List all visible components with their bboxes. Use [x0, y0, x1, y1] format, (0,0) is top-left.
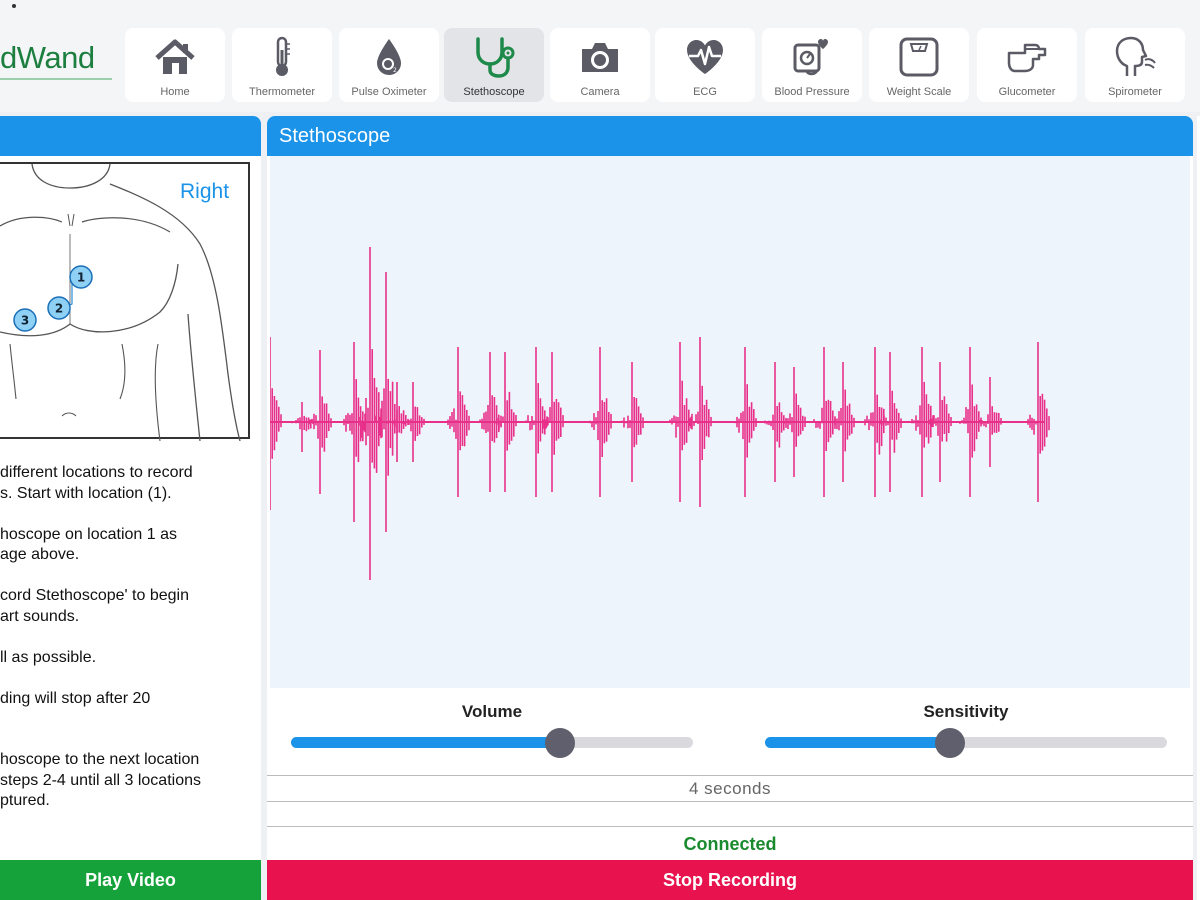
divider	[267, 801, 1193, 802]
instruction-step: ding will stop after 20	[0, 689, 151, 707]
divider	[267, 775, 1193, 776]
volume-slider[interactable]	[291, 728, 693, 758]
nav-label: Home	[160, 86, 190, 98]
nav-label: Camera	[580, 86, 620, 98]
top-navigation-bar: dWand Home Thermometer 2 Pulse Oximeter …	[0, 0, 1200, 112]
location-marker-3: 3	[13, 308, 37, 332]
status-bar-dot	[12, 4, 16, 8]
scale-icon	[869, 36, 969, 78]
thermometer-icon	[232, 36, 332, 78]
torso-illustration	[0, 163, 241, 442]
instruction-step: ll as possible.	[0, 648, 97, 666]
audio-waveform	[267, 247, 1050, 580]
waveform-display	[267, 156, 1190, 688]
heart-pulse-icon	[655, 36, 755, 78]
location-marker-2: 2	[47, 296, 71, 320]
slider-controls: Volume Sensitivity	[267, 696, 1193, 776]
instruction-step: hoscope to the next location steps 2-4 u…	[0, 751, 201, 809]
sensitivity-label: Sensitivity	[923, 702, 1009, 721]
nav-label: Blood Pressure	[774, 86, 850, 98]
instruction-step: hoscope on location 1 as age above.	[0, 525, 178, 564]
svg-text:2: 2	[393, 67, 397, 74]
nav-blood-pressure[interactable]: Blood Pressure	[762, 28, 862, 102]
nav-label: ECG	[693, 86, 717, 98]
instruction-step: cord Stethoscope' to begin art sounds.	[0, 587, 189, 625]
volume-slider-thumb[interactable]	[545, 728, 576, 758]
instructions-panel: Right 1 2 3 different locations to recor…	[0, 116, 261, 900]
marker-label: 2	[55, 302, 63, 316]
sensitivity-slider[interactable]	[765, 728, 1167, 758]
panel-title: Stethoscope	[267, 116, 1193, 156]
stethoscope-icon	[444, 36, 544, 78]
volume-label: Volume	[461, 702, 523, 721]
divider	[267, 826, 1193, 827]
nav-glucometer[interactable]: Glucometer	[977, 28, 1077, 102]
location-marker-1: 1	[69, 265, 93, 289]
stethoscope-panel: Stethoscope Volume Sensitivity 4 seconds…	[267, 116, 1193, 900]
logo-underline	[0, 78, 112, 80]
recording-duration: 4 seconds	[689, 779, 771, 798]
volume-slider-fill	[291, 737, 561, 748]
instruction-list: different locations to record s. Start w…	[0, 463, 258, 832]
nav-weight-scale[interactable]: Weight Scale	[869, 28, 969, 102]
instruction-step: different locations to record s. Start w…	[0, 464, 193, 502]
oxygen-drop-icon: 2	[339, 36, 439, 78]
connection-status: Connected	[683, 834, 777, 854]
play-video-button[interactable]: Play Video	[0, 860, 261, 900]
nav-label: Stethoscope	[463, 86, 525, 98]
nav-home[interactable]: Home	[125, 28, 225, 102]
marker-label: 1	[77, 271, 85, 285]
instructions-header	[0, 116, 261, 156]
panel-edge	[1197, 116, 1200, 900]
nav-stethoscope[interactable]: Stethoscope	[444, 28, 544, 102]
marker-label: 3	[21, 314, 29, 328]
app-logo: dWand	[0, 40, 95, 75]
sensitivity-slider-thumb[interactable]	[934, 728, 965, 758]
nav-ecg[interactable]: ECG	[655, 28, 755, 102]
nav-pulse-oximeter[interactable]: 2 Pulse Oximeter	[339, 28, 439, 102]
spirometer-icon	[1085, 36, 1185, 78]
side-label: Right	[180, 180, 230, 203]
glucometer-icon	[977, 36, 1077, 78]
blood-pressure-icon	[762, 36, 862, 78]
nav-label: Spirometer	[1108, 86, 1162, 98]
stop-recording-button[interactable]: Stop Recording	[267, 860, 1193, 900]
home-icon	[125, 36, 225, 78]
camera-icon	[550, 36, 650, 78]
chest-diagram: Right 1 2 3	[0, 162, 250, 442]
nav-camera[interactable]: Camera	[550, 28, 650, 102]
nav-label: Glucometer	[998, 86, 1056, 98]
sensitivity-slider-fill	[765, 737, 950, 748]
nav-label: Pulse Oximeter	[351, 86, 427, 98]
nav-label: Thermometer	[248, 86, 316, 98]
nav-label: Weight Scale	[886, 86, 952, 98]
nav-thermometer[interactable]: Thermometer	[232, 28, 332, 102]
nav-spirometer[interactable]: Spirometer	[1085, 28, 1185, 102]
